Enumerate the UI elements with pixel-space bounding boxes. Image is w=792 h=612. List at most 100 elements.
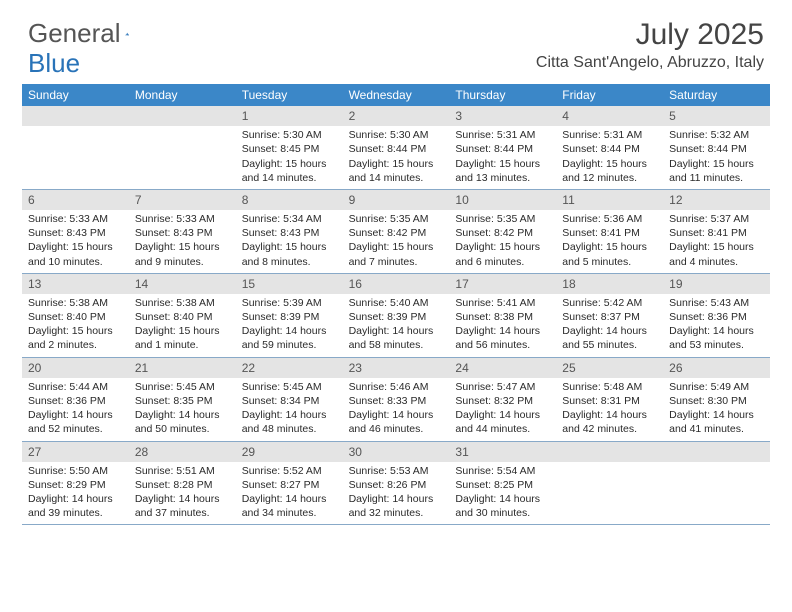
day-cell: 15Sunrise: 5:39 AMSunset: 8:39 PMDayligh…: [236, 274, 343, 357]
day-sunset: Sunset: 8:37 PM: [562, 310, 657, 324]
day-day1: Daylight: 14 hours: [669, 324, 764, 338]
page-header: General July 2025 Citta Sant'Angelo, Abr…: [0, 0, 792, 78]
day-header: Thursday: [449, 84, 556, 106]
day-cell: 31Sunrise: 5:54 AMSunset: 8:25 PMDayligh…: [449, 442, 556, 525]
week-row: 27Sunrise: 5:50 AMSunset: 8:29 PMDayligh…: [22, 442, 770, 526]
day-sunrise: Sunrise: 5:30 AM: [242, 128, 337, 142]
day-body: Sunrise: 5:38 AMSunset: 8:40 PMDaylight:…: [129, 294, 236, 357]
day-cell: 29Sunrise: 5:52 AMSunset: 8:27 PMDayligh…: [236, 442, 343, 525]
day-number: 7: [129, 190, 236, 210]
day-day2: and 12 minutes.: [562, 171, 657, 185]
day-sunrise: Sunrise: 5:47 AM: [455, 380, 550, 394]
day-sunset: Sunset: 8:28 PM: [135, 478, 230, 492]
day-day1: Daylight: 14 hours: [349, 492, 444, 506]
day-cell: 25Sunrise: 5:48 AMSunset: 8:31 PMDayligh…: [556, 358, 663, 441]
day-day2: and 32 minutes.: [349, 506, 444, 520]
day-header: Friday: [556, 84, 663, 106]
day-sunrise: Sunrise: 5:37 AM: [669, 212, 764, 226]
day-body: Sunrise: 5:53 AMSunset: 8:26 PMDaylight:…: [343, 462, 450, 525]
day-body: Sunrise: 5:36 AMSunset: 8:41 PMDaylight:…: [556, 210, 663, 273]
day-day1: Daylight: 14 hours: [28, 408, 123, 422]
logo-sails-icon: [125, 24, 130, 44]
day-day2: and 37 minutes.: [135, 506, 230, 520]
day-body: Sunrise: 5:43 AMSunset: 8:36 PMDaylight:…: [663, 294, 770, 357]
day-cell: 7Sunrise: 5:33 AMSunset: 8:43 PMDaylight…: [129, 190, 236, 273]
day-number: 25: [556, 358, 663, 378]
day-sunset: Sunset: 8:41 PM: [562, 226, 657, 240]
day-day1: Daylight: 15 hours: [455, 157, 550, 171]
day-sunset: Sunset: 8:42 PM: [349, 226, 444, 240]
logo-text-blue: Blue: [28, 48, 80, 79]
day-sunset: Sunset: 8:39 PM: [349, 310, 444, 324]
day-body: Sunrise: 5:52 AMSunset: 8:27 PMDaylight:…: [236, 462, 343, 525]
day-number: 2: [343, 106, 450, 126]
day-sunrise: Sunrise: 5:31 AM: [455, 128, 550, 142]
day-body: Sunrise: 5:38 AMSunset: 8:40 PMDaylight:…: [22, 294, 129, 357]
day-day1: Daylight: 14 hours: [349, 324, 444, 338]
day-cell: 1Sunrise: 5:30 AMSunset: 8:45 PMDaylight…: [236, 106, 343, 189]
day-day1: Daylight: 15 hours: [135, 240, 230, 254]
day-number: 4: [556, 106, 663, 126]
day-number: 16: [343, 274, 450, 294]
day-sunrise: Sunrise: 5:35 AM: [455, 212, 550, 226]
day-day1: Daylight: 15 hours: [669, 157, 764, 171]
day-day2: and 52 minutes.: [28, 422, 123, 436]
day-number: 23: [343, 358, 450, 378]
day-cell: 4Sunrise: 5:31 AMSunset: 8:44 PMDaylight…: [556, 106, 663, 189]
day-cell: 9Sunrise: 5:35 AMSunset: 8:42 PMDaylight…: [343, 190, 450, 273]
day-cell: 3Sunrise: 5:31 AMSunset: 8:44 PMDaylight…: [449, 106, 556, 189]
day-sunset: Sunset: 8:39 PM: [242, 310, 337, 324]
day-day2: and 11 minutes.: [669, 171, 764, 185]
day-day1: Daylight: 15 hours: [562, 157, 657, 171]
day-sunrise: Sunrise: 5:48 AM: [562, 380, 657, 394]
day-number: 22: [236, 358, 343, 378]
day-day2: and 7 minutes.: [349, 255, 444, 269]
day-cell: 21Sunrise: 5:45 AMSunset: 8:35 PMDayligh…: [129, 358, 236, 441]
day-day2: and 13 minutes.: [455, 171, 550, 185]
day-day2: and 41 minutes.: [669, 422, 764, 436]
day-header: Tuesday: [236, 84, 343, 106]
week-row: 1Sunrise: 5:30 AMSunset: 8:45 PMDaylight…: [22, 106, 770, 190]
day-body: Sunrise: 5:33 AMSunset: 8:43 PMDaylight:…: [22, 210, 129, 273]
day-cell: 10Sunrise: 5:35 AMSunset: 8:42 PMDayligh…: [449, 190, 556, 273]
day-body: Sunrise: 5:30 AMSunset: 8:44 PMDaylight:…: [343, 126, 450, 189]
day-day1: Daylight: 14 hours: [455, 324, 550, 338]
day-cell: 27Sunrise: 5:50 AMSunset: 8:29 PMDayligh…: [22, 442, 129, 525]
day-day2: and 39 minutes.: [28, 506, 123, 520]
day-sunset: Sunset: 8:26 PM: [349, 478, 444, 492]
day-sunset: Sunset: 8:42 PM: [455, 226, 550, 240]
day-number: 8: [236, 190, 343, 210]
weeks-container: 1Sunrise: 5:30 AMSunset: 8:45 PMDaylight…: [22, 106, 770, 525]
day-day1: Daylight: 15 hours: [455, 240, 550, 254]
day-header: Monday: [129, 84, 236, 106]
day-day1: Daylight: 14 hours: [242, 324, 337, 338]
day-day1: Daylight: 15 hours: [349, 240, 444, 254]
day-cell: 2Sunrise: 5:30 AMSunset: 8:44 PMDaylight…: [343, 106, 450, 189]
day-number: 6: [22, 190, 129, 210]
week-row: 20Sunrise: 5:44 AMSunset: 8:36 PMDayligh…: [22, 358, 770, 442]
day-day1: Daylight: 14 hours: [349, 408, 444, 422]
day-sunset: Sunset: 8:33 PM: [349, 394, 444, 408]
day-header: Sunday: [22, 84, 129, 106]
day-cell: 17Sunrise: 5:41 AMSunset: 8:38 PMDayligh…: [449, 274, 556, 357]
day-day2: and 42 minutes.: [562, 422, 657, 436]
day-sunrise: Sunrise: 5:31 AM: [562, 128, 657, 142]
day-sunrise: Sunrise: 5:53 AM: [349, 464, 444, 478]
day-body: Sunrise: 5:46 AMSunset: 8:33 PMDaylight:…: [343, 378, 450, 441]
day-sunrise: Sunrise: 5:50 AM: [28, 464, 123, 478]
day-day1: Daylight: 14 hours: [242, 492, 337, 506]
day-day2: and 56 minutes.: [455, 338, 550, 352]
day-sunset: Sunset: 8:25 PM: [455, 478, 550, 492]
location-subtitle: Citta Sant'Angelo, Abruzzo, Italy: [536, 54, 764, 72]
month-title: July 2025: [536, 18, 764, 52]
day-day2: and 5 minutes.: [562, 255, 657, 269]
day-sunrise: Sunrise: 5:52 AM: [242, 464, 337, 478]
day-cell: 12Sunrise: 5:37 AMSunset: 8:41 PMDayligh…: [663, 190, 770, 273]
day-day2: and 8 minutes.: [242, 255, 337, 269]
day-day2: and 58 minutes.: [349, 338, 444, 352]
day-cell: 22Sunrise: 5:45 AMSunset: 8:34 PMDayligh…: [236, 358, 343, 441]
day-day1: Daylight: 15 hours: [242, 240, 337, 254]
day-body: Sunrise: 5:31 AMSunset: 8:44 PMDaylight:…: [556, 126, 663, 189]
day-sunrise: Sunrise: 5:45 AM: [242, 380, 337, 394]
day-day1: Daylight: 15 hours: [349, 157, 444, 171]
